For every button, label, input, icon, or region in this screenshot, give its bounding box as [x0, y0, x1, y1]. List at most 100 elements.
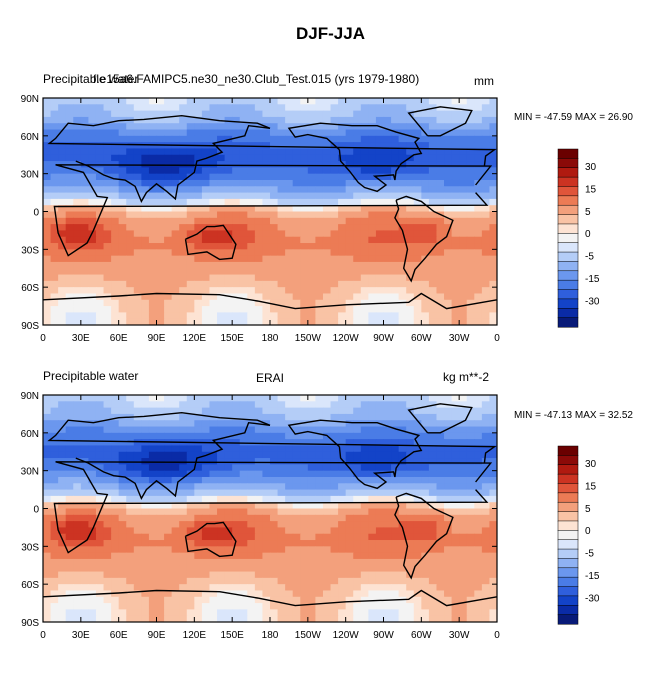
p0-cell [179, 299, 188, 307]
p0-colorbar-box [557, 289, 579, 300]
p0-cell [148, 306, 158, 313]
p0-cell [73, 98, 82, 105]
p0-cell [201, 249, 211, 257]
p0-cell [307, 154, 316, 162]
p1-cell [186, 432, 195, 440]
p1-cell [459, 533, 468, 541]
p1-cell [201, 571, 211, 579]
p0-cell [300, 123, 309, 131]
p1-cell [360, 609, 369, 617]
p1-cell [292, 514, 301, 522]
p1-cell [141, 577, 150, 585]
p1-cell [209, 609, 218, 617]
p0-cell [406, 211, 415, 219]
p0-cell [474, 236, 483, 244]
p0-cell [307, 192, 316, 200]
p1-cell [391, 577, 400, 585]
p1-cell [224, 470, 233, 478]
p1-cell [103, 558, 112, 566]
p1-cell [345, 502, 354, 510]
p1-cell [459, 558, 468, 566]
p0-cell [232, 154, 241, 162]
p1-cell [254, 445, 264, 453]
p0-cell [277, 255, 286, 263]
p0-cell [383, 287, 392, 295]
p0-cell [201, 148, 211, 156]
p1-cell [43, 458, 52, 465]
p0-cell [406, 224, 415, 232]
p1-cell [285, 451, 294, 459]
p0-cell [391, 135, 400, 143]
p0-cell [58, 148, 67, 156]
p0-cell [179, 274, 188, 282]
p0-cell [474, 293, 483, 301]
p1-cell [118, 401, 127, 409]
p1-cell [391, 395, 400, 402]
p1-cell [50, 464, 59, 472]
p1-cell [474, 395, 483, 402]
p1-cell [444, 413, 453, 421]
p0-cell [391, 236, 400, 244]
p1-cell [428, 577, 438, 585]
p0-coastline [184, 224, 237, 261]
p1-cell [58, 527, 67, 535]
p0-cell [285, 110, 294, 118]
p0-cell [239, 104, 248, 112]
p0-cell [95, 104, 105, 112]
p1-cell [126, 584, 135, 592]
p1-cell [247, 464, 256, 472]
p0-cell [292, 318, 301, 325]
p1-cell [459, 439, 468, 447]
p0-cell [292, 230, 301, 238]
p0-cell [111, 293, 120, 301]
p1-cell [413, 502, 422, 510]
p0-cell [322, 236, 332, 244]
p0-cell [194, 154, 203, 162]
p0-cell [247, 205, 256, 213]
p1-cell [360, 464, 369, 472]
p0-cell [179, 135, 188, 143]
p1-cell [270, 533, 279, 541]
p0-cell [277, 104, 286, 112]
p1-cell [95, 571, 105, 579]
p1-cell [315, 401, 324, 409]
p1-cell [164, 502, 173, 510]
p1-coastline [75, 421, 271, 500]
p1-cell [474, 552, 483, 560]
p1-cell [428, 464, 438, 472]
p0-cell [360, 217, 369, 225]
p0-cell [118, 148, 127, 156]
p1-cell [345, 603, 354, 610]
p0-colorbar-box [557, 186, 579, 197]
p1-cell [111, 502, 120, 510]
p1-cell [232, 426, 241, 434]
p1-cell [133, 445, 142, 453]
p0-cell [368, 280, 377, 288]
p0-cell [262, 293, 271, 301]
p1-cell [307, 426, 316, 434]
p1-cell [217, 577, 226, 585]
p1-cell [322, 521, 332, 529]
p1-cell [292, 502, 301, 510]
p0-cell [383, 268, 392, 276]
p0-cell [133, 255, 142, 263]
p0-cell [406, 287, 415, 295]
p0-cell [270, 179, 279, 187]
p0-cell [428, 98, 438, 105]
p1-cell [300, 476, 309, 484]
p0-cell [179, 129, 188, 137]
p0-cell [133, 179, 142, 187]
p1-cell [330, 521, 339, 529]
p1-cell [383, 420, 392, 428]
p0-cell [156, 186, 165, 194]
p0-cell [292, 261, 301, 269]
p1-cell [459, 609, 468, 617]
p0-cell [398, 123, 407, 131]
p1-cell [398, 546, 407, 554]
p0-cell [126, 268, 135, 276]
p1-cell [353, 540, 362, 547]
p0-cell [43, 299, 52, 307]
p0-cell [285, 154, 294, 162]
p0-cell [58, 236, 67, 244]
p0-cell [88, 224, 97, 232]
